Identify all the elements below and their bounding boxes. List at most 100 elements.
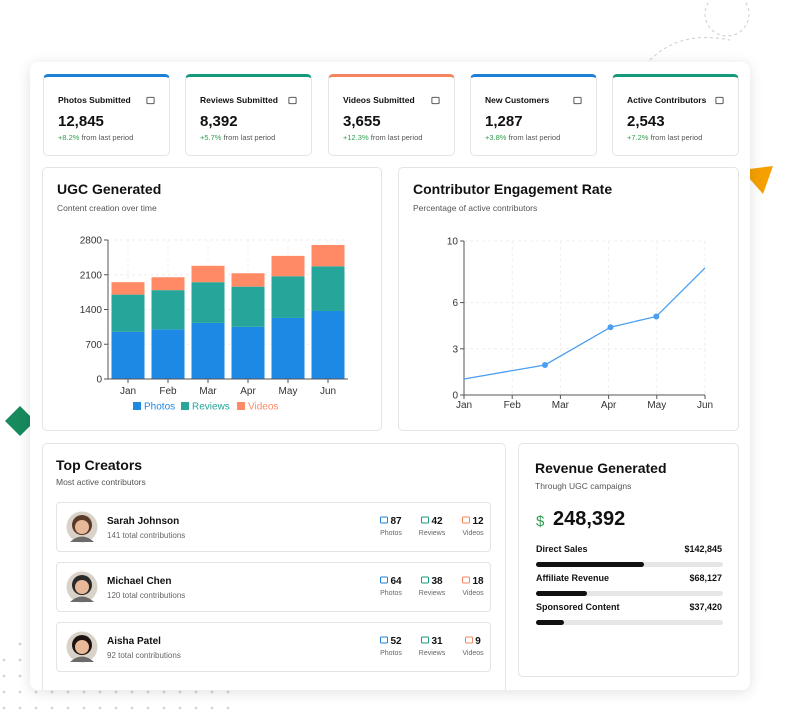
bar-segment — [111, 282, 145, 295]
avatar-body — [70, 596, 94, 602]
item-label: $37,420 — [689, 602, 722, 612]
metric-value: 87 — [390, 516, 402, 527]
ugc-chart: 0 700 1400 2100 2800 Jan Feb Mar Apr May Jun Photos… — [80, 236, 348, 413]
icon-shape — [421, 636, 430, 644]
creator-contributions: 120 total contributions — [107, 591, 186, 600]
stat-change: +7.2% from last period — [627, 133, 702, 142]
bar-segment — [311, 244, 345, 267]
stat-icon — [431, 96, 440, 105]
icon-shape — [380, 516, 389, 524]
metric-icon — [462, 516, 471, 524]
stat-icon — [146, 96, 155, 105]
bar-segment — [271, 276, 305, 318]
metric: 87 Photos — [376, 516, 406, 537]
card-title: Revenue Generated — [535, 460, 667, 476]
item-label: $142,845 — [684, 544, 722, 554]
metric-label: Photos — [380, 650, 402, 657]
revenue-item: Sponsored Content $37,420 — [519, 602, 738, 628]
metric-count: 42 — [417, 516, 447, 527]
bar-segment — [151, 329, 185, 379]
creator-row: Sarah Johnson 141 total contributions 87 Ph… — [56, 502, 491, 552]
metric: 64 Photos — [376, 576, 406, 597]
stat-icon — [573, 96, 582, 105]
metric-label: Photos — [380, 590, 402, 597]
icon-shape — [288, 96, 297, 105]
legend-swatch — [237, 402, 245, 410]
change-value: +7.2% — [627, 133, 649, 142]
stat-value: 8,392 — [200, 113, 238, 130]
currency: $ — [536, 513, 545, 530]
y-tick-label: 3 — [452, 344, 458, 355]
metric-value: 42 — [431, 516, 443, 527]
y-tick-label: 10 — [447, 237, 459, 248]
bar-segment — [271, 317, 305, 379]
item-name: Affiliate Revenue — [536, 573, 610, 583]
stat-title: Photos Submitted — [58, 95, 131, 105]
metric: 31 Reviews — [417, 636, 447, 657]
stat-card: Videos Submitted 3,655 +12.3% from last pe… — [328, 74, 455, 156]
icon-shape — [573, 96, 582, 105]
metric-count: 18 — [458, 576, 488, 587]
bar-segment — [311, 310, 345, 379]
y-tick-label: 2100 — [80, 270, 103, 281]
change-value: +3.8% — [485, 133, 507, 142]
metric-icon — [421, 576, 430, 584]
metric-value: 64 — [390, 576, 402, 587]
metric-value: 31 — [431, 636, 443, 647]
icon-shape — [380, 576, 389, 584]
avatar — [66, 511, 98, 543]
stat-icon — [288, 96, 297, 105]
stat-value: 2,543 — [627, 113, 665, 130]
stat-title: New Customers — [485, 95, 550, 105]
metric-value: 9 — [475, 636, 481, 647]
metric-count: 38 — [417, 576, 447, 587]
metric-icon — [421, 636, 430, 644]
change-value: +8.2% — [58, 133, 80, 142]
bar-segment — [151, 290, 185, 330]
creator-row: Michael Chen 120 total contributions 64 Pho… — [56, 562, 491, 612]
x-tick-label: May — [279, 386, 298, 397]
creator-name: Aisha Patel — [107, 636, 161, 647]
point — [541, 361, 548, 368]
bar-segment — [111, 331, 145, 379]
x-tick-label: Apr — [601, 400, 617, 411]
bar — [536, 620, 565, 625]
x-tick-label: Jan — [456, 400, 472, 411]
creator-contributions: 92 total contributions — [107, 651, 181, 660]
icon-shape — [146, 96, 155, 105]
x-tick-label: Mar — [552, 400, 570, 411]
bar-track — [536, 620, 723, 625]
point — [607, 324, 614, 331]
creator-row: Aisha Patel 92 total contributions 52 Photo… — [56, 622, 491, 672]
revenue-total: 248,392 — [553, 508, 626, 530]
metric: 52 Photos — [376, 636, 406, 657]
change-value: +12.3% — [343, 133, 369, 142]
item-name: Direct Sales — [536, 544, 588, 554]
line — [463, 267, 706, 380]
bar-segment — [311, 266, 345, 311]
stat-change: +12.3% from last period — [343, 133, 422, 142]
legend-label: Photos — [144, 402, 175, 413]
stat-change: +5.7% from last period — [200, 133, 275, 142]
metric: 42 Reviews — [417, 516, 447, 537]
metric-count: 12 — [458, 516, 488, 527]
card-subtitle: Most active contributors — [56, 477, 146, 487]
metric-icon — [462, 576, 471, 584]
stat-value: 1,287 — [485, 113, 523, 130]
metric-value: 18 — [472, 576, 484, 587]
bar-segment — [151, 277, 185, 291]
metric-icon — [380, 516, 389, 524]
metric-icon — [380, 636, 389, 644]
y-tick-label: 0 — [452, 391, 458, 402]
dashboard: Photos Submitted 12,845 +8.2% from last pe… — [30, 62, 750, 690]
metric-icon — [465, 636, 474, 644]
item-name: Sponsored Content — [536, 602, 620, 612]
avatar-body — [70, 536, 94, 542]
y-tick-label: 2800 — [80, 236, 103, 247]
metric-icon — [380, 576, 389, 584]
stat-value: 12,845 — [58, 113, 104, 130]
icon-shape — [462, 516, 471, 524]
bar-segment — [111, 294, 145, 332]
stat-title: Videos Submitted — [343, 95, 415, 105]
